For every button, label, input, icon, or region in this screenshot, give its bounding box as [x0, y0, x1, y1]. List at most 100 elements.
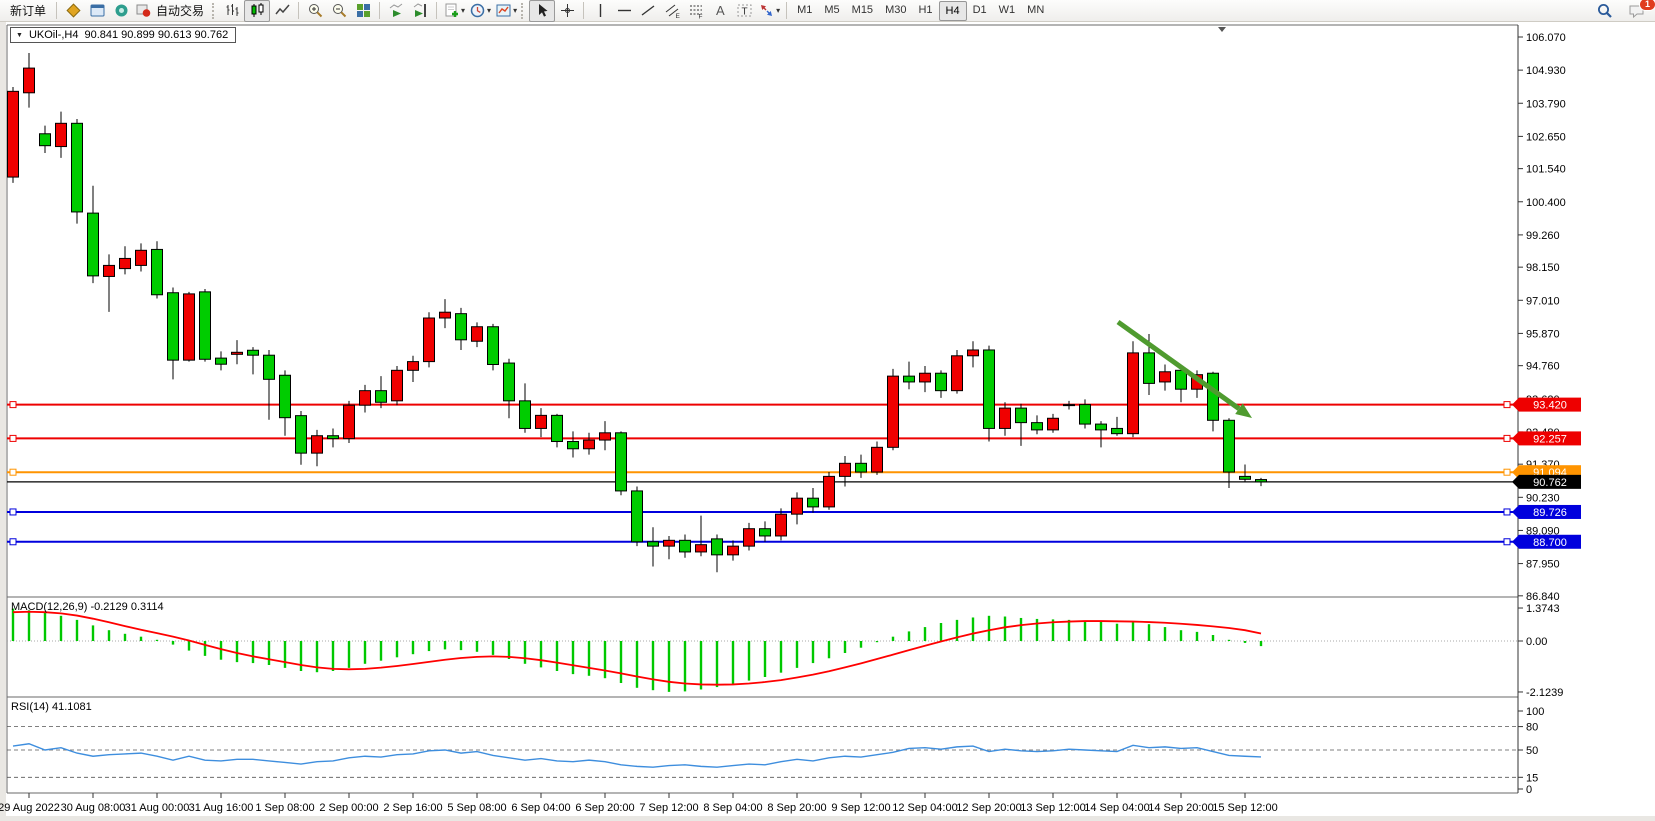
rsi-axis-label: 15: [1526, 772, 1538, 784]
equidistant-channel-button[interactable]: E: [660, 1, 684, 21]
crosshair-button[interactable]: [555, 1, 579, 21]
trend-arrow-head[interactable]: [1235, 403, 1252, 418]
hline-handle[interactable]: [9, 401, 17, 409]
candle-body: [855, 462, 867, 473]
hline-handle[interactable]: [1503, 468, 1511, 476]
rsi-line: [12, 743, 1262, 768]
price-axis-label: 100.400: [1526, 197, 1566, 209]
candle-body: [599, 432, 611, 441]
candle-body: [1239, 475, 1251, 480]
auto-scroll-button[interactable]: [384, 1, 408, 21]
toolbar-right-icons: 1: [1593, 0, 1655, 21]
trendline-button[interactable]: [636, 1, 660, 21]
candlestick-chart-button[interactable]: [244, 0, 271, 22]
hline-handle[interactable]: [1503, 434, 1511, 442]
zoom-in-button[interactable]: [303, 1, 327, 21]
hline-handle[interactable]: [9, 508, 17, 516]
price-axis-label: 90.230: [1526, 492, 1560, 504]
line-chart-button[interactable]: [270, 1, 294, 21]
timeframe-mn-button[interactable]: MN: [1027, 3, 1045, 16]
candle-body: [567, 441, 579, 450]
chart-shift-marker-icon[interactable]: [1218, 27, 1226, 32]
svg-text:A: A: [716, 3, 725, 18]
candle-body: [695, 544, 707, 553]
hline-handle[interactable]: [9, 468, 17, 476]
arrows-button[interactable]: ▾: [756, 1, 782, 21]
hline-handle[interactable]: [9, 434, 17, 442]
trend-arrow-line[interactable]: [1116, 319, 1241, 411]
candle-body: [1223, 419, 1235, 473]
templates-icon: [496, 4, 511, 17]
candle-body: [791, 497, 803, 515]
candle-body: [903, 375, 915, 383]
vertical-line-icon: [599, 4, 601, 17]
time-axis-label: 6 Sep 04:00: [511, 802, 570, 814]
price-badge: [1519, 504, 1581, 519]
hline-handle[interactable]: [1503, 508, 1511, 516]
chart-title-box[interactable]: ▼ UKOil-,H4 90.841 90.899 90.613 90.762: [10, 27, 237, 43]
candle-body: [23, 67, 35, 94]
time-axis-label: 6 Sep 20:00: [575, 802, 634, 814]
data-window-icon: [90, 4, 105, 17]
line-chart-icon: [274, 4, 290, 15]
new-order-button[interactable]: 新订单: [4, 1, 52, 21]
periods-button[interactable]: ▾: [467, 1, 493, 21]
toolbar-separator: [379, 2, 381, 19]
hline-handle[interactable]: [1503, 538, 1511, 546]
clock-icon: [470, 3, 485, 18]
candle-body: [135, 249, 147, 266]
timeframe-h4-button[interactable]: H4: [938, 0, 967, 21]
time-axis-label: 14 Sep 20:00: [1148, 802, 1213, 814]
toolbar-separator: [583, 2, 585, 19]
candle-body: [583, 439, 595, 450]
cursor-button[interactable]: [529, 0, 556, 22]
chart-symbol-timeframe: UKOil-,H4: [28, 29, 79, 41]
templates-button[interactable]: ▾: [493, 1, 519, 21]
bar-chart-button[interactable]: [220, 1, 244, 21]
price-badge-arrow: [1512, 465, 1519, 480]
timeframe-m5-button[interactable]: M5: [824, 3, 840, 16]
chart-shift-icon: [413, 3, 426, 17]
chart-title-collapse-icon[interactable]: ▼: [16, 31, 23, 39]
indicators-button[interactable]: ▾: [441, 1, 467, 21]
search-button[interactable]: [1593, 1, 1617, 21]
vertical-line-button[interactable]: [588, 1, 612, 21]
periods-dropdown-caret[interactable]: ▾: [487, 6, 492, 15]
timeframe-h1-button[interactable]: H1: [918, 3, 933, 16]
indicators-dropdown-caret[interactable]: ▾: [461, 6, 466, 15]
tile-windows-icon: [356, 4, 370, 17]
hline-handle[interactable]: [1503, 401, 1511, 409]
notifications-button[interactable]: 1: [1625, 0, 1655, 21]
timeframe-m30-button[interactable]: M30: [885, 3, 907, 16]
window-bottom-edge: [0, 816, 1655, 821]
arrows-dropdown-caret[interactable]: ▾: [776, 6, 781, 15]
price-badge: [1519, 474, 1581, 489]
timeframe-m1-button[interactable]: M1: [797, 3, 813, 16]
candle-body: [7, 90, 19, 178]
market-watch-button[interactable]: [61, 1, 85, 21]
hline-handle[interactable]: [9, 538, 17, 546]
main-toolbar: 新订单 自动交易 ▾ ▾: [0, 0, 1655, 22]
candle-body: [167, 292, 179, 361]
zoom-out-button[interactable]: [327, 1, 351, 21]
templates-dropdown-caret[interactable]: ▾: [513, 6, 518, 15]
fibonacci-button[interactable]: F: [684, 1, 708, 21]
candle-body: [999, 407, 1011, 429]
timeframe-m15-button[interactable]: M15: [851, 3, 874, 16]
horizontal-line-button[interactable]: [612, 1, 636, 21]
candle-body: [327, 435, 339, 440]
candle-body: [615, 432, 627, 492]
timeframe-d1-button[interactable]: D1: [972, 3, 987, 16]
auto-trading-button[interactable]: 自动交易: [133, 1, 210, 21]
timeframe-w1-button[interactable]: W1: [998, 3, 1016, 16]
equidistant-channel-icon: E: [665, 4, 680, 19]
price-axis-label: 99.260: [1526, 230, 1560, 242]
navigator-button[interactable]: [109, 1, 133, 21]
data-window-button[interactable]: [85, 1, 109, 21]
text-button[interactable]: A: [708, 1, 732, 21]
tile-windows-button[interactable]: [351, 1, 375, 21]
chart-shift-button[interactable]: [408, 1, 432, 21]
price-badge: [1519, 534, 1581, 549]
text-label-button[interactable]: T: [732, 1, 756, 21]
